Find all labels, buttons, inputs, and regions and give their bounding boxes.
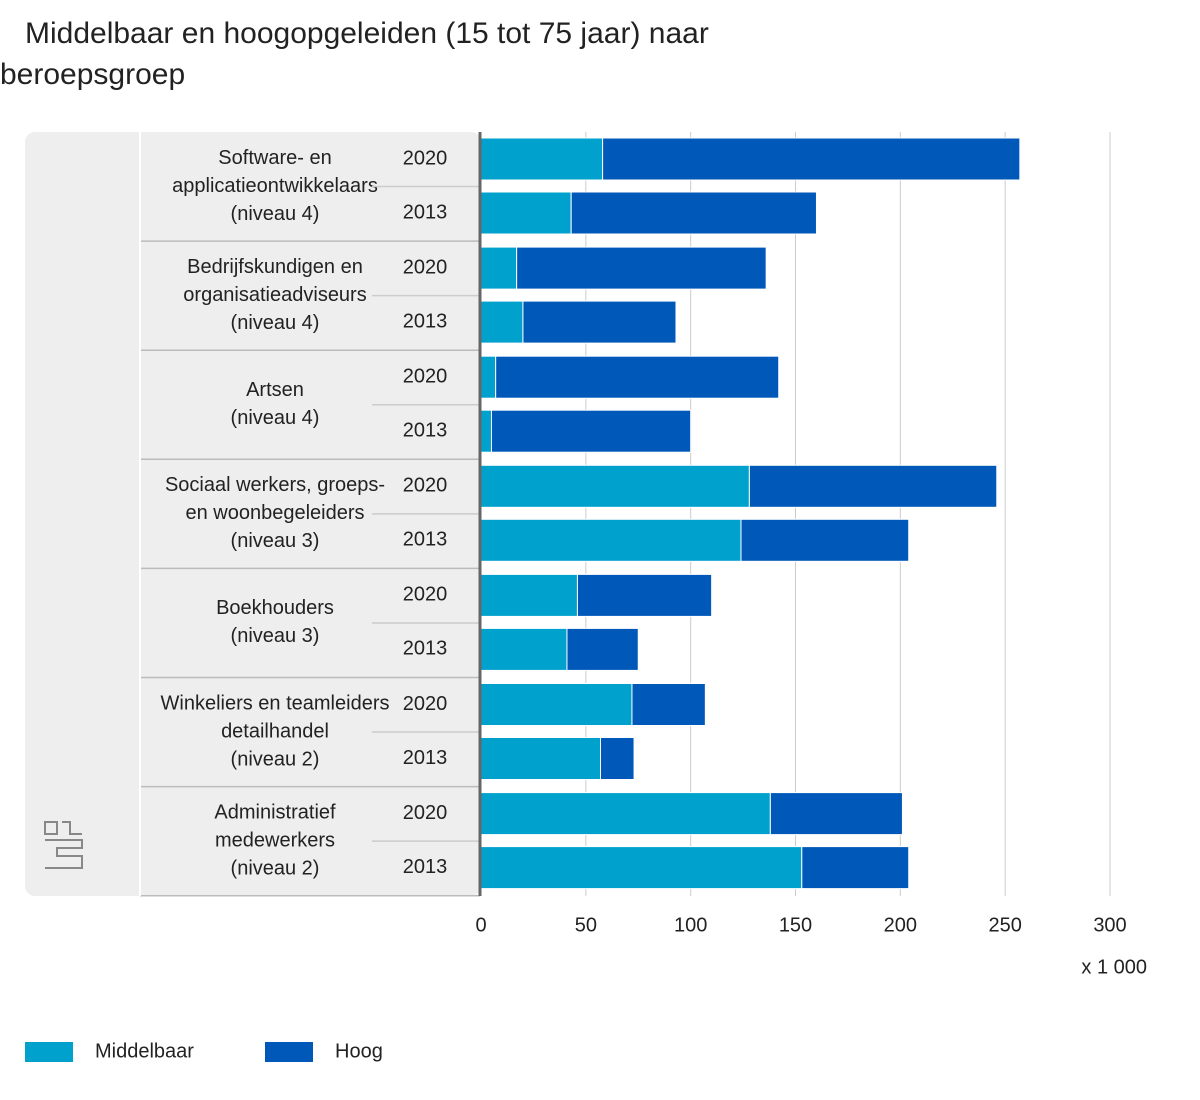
bar xyxy=(570,191,817,235)
bar xyxy=(522,300,677,344)
bar xyxy=(740,518,910,562)
bar xyxy=(480,792,771,836)
group-label: (niveau 4) xyxy=(231,312,320,334)
x-tick-label: 250 xyxy=(988,914,1021,936)
bar xyxy=(480,518,742,562)
x-unit: x 1 000 xyxy=(1081,956,1147,978)
group-label: (niveau 2) xyxy=(231,748,320,770)
bar xyxy=(480,737,602,780)
y-tick-label: 2013 xyxy=(403,856,448,878)
group-label: Software- en xyxy=(218,147,331,169)
legend-label: Hoog xyxy=(335,1040,383,1062)
logo xyxy=(44,821,83,869)
y-tick-label: 2013 xyxy=(403,419,448,441)
bar xyxy=(480,409,492,453)
x-tick-label: 200 xyxy=(884,914,917,936)
y-tick-label: 2013 xyxy=(403,638,448,660)
bar xyxy=(490,409,692,453)
legend-swatch xyxy=(25,1042,73,1062)
bar xyxy=(516,246,767,290)
group-label: Administratief xyxy=(214,801,336,823)
bar xyxy=(600,737,635,780)
group-label: medewerkers xyxy=(215,829,335,851)
y-tick-label: 2020 xyxy=(403,475,448,497)
y-tick-label: 2020 xyxy=(403,693,448,715)
group-label: en woonbegeleiders xyxy=(185,502,364,524)
group-label: Sociaal werkers, groeps- xyxy=(165,474,385,496)
chart-title: Middelbaar en hoogopgeleiden (15 tot 75 … xyxy=(25,17,709,50)
group-label: (niveau 4) xyxy=(231,203,320,225)
bar xyxy=(480,300,524,344)
x-tick-label: 0 xyxy=(475,914,486,936)
y-tick-label: 2020 xyxy=(403,584,448,606)
bar xyxy=(566,627,639,671)
group-label: organisatieadviseurs xyxy=(183,284,366,306)
bar xyxy=(480,846,803,890)
bar xyxy=(801,846,910,890)
group-label: detailhandel xyxy=(221,720,329,742)
y-tick-label: 2013 xyxy=(403,747,448,769)
bar xyxy=(631,683,706,726)
group-label: (niveau 2) xyxy=(231,857,320,879)
bar xyxy=(480,464,750,508)
bar xyxy=(602,137,1021,181)
legend-swatch xyxy=(265,1042,313,1062)
y-tick-label: 2013 xyxy=(403,201,448,223)
x-tick-label: 150 xyxy=(779,914,812,936)
group-label: Winkeliers en teamleiders xyxy=(161,692,390,714)
y-tick-label: 2020 xyxy=(403,256,448,278)
y-tick-label: 2013 xyxy=(403,310,448,332)
y-tick-label: 2020 xyxy=(403,802,448,824)
bar xyxy=(480,246,518,290)
bar xyxy=(748,464,998,508)
group-label: Bedrijfskundigen en xyxy=(187,256,363,278)
y-tick-label: 2020 xyxy=(403,147,448,169)
group-label: applicatieontwikkelaars xyxy=(172,175,378,197)
bar xyxy=(480,355,497,399)
x-tick-label: 50 xyxy=(575,914,597,936)
bar xyxy=(576,573,713,617)
y-tick-label: 2020 xyxy=(403,365,448,387)
x-tick-label: 300 xyxy=(1093,914,1126,936)
y-tick-label: 2013 xyxy=(403,529,448,551)
bar xyxy=(480,137,604,181)
group-label: Boekhouders xyxy=(216,597,334,619)
legend-label: Middelbaar xyxy=(95,1040,194,1062)
bar xyxy=(480,573,578,617)
group-label: (niveau 4) xyxy=(231,407,320,429)
bar xyxy=(769,792,903,836)
group-label: (niveau 3) xyxy=(231,530,320,552)
group-label: (niveau 3) xyxy=(231,625,320,647)
bar xyxy=(480,627,568,671)
bar xyxy=(480,683,633,726)
group-label: Artsen xyxy=(246,379,304,401)
bar xyxy=(495,355,780,399)
chart-title: beroepsgroep xyxy=(0,58,185,91)
x-tick-label: 100 xyxy=(674,914,707,936)
bar xyxy=(480,191,572,235)
